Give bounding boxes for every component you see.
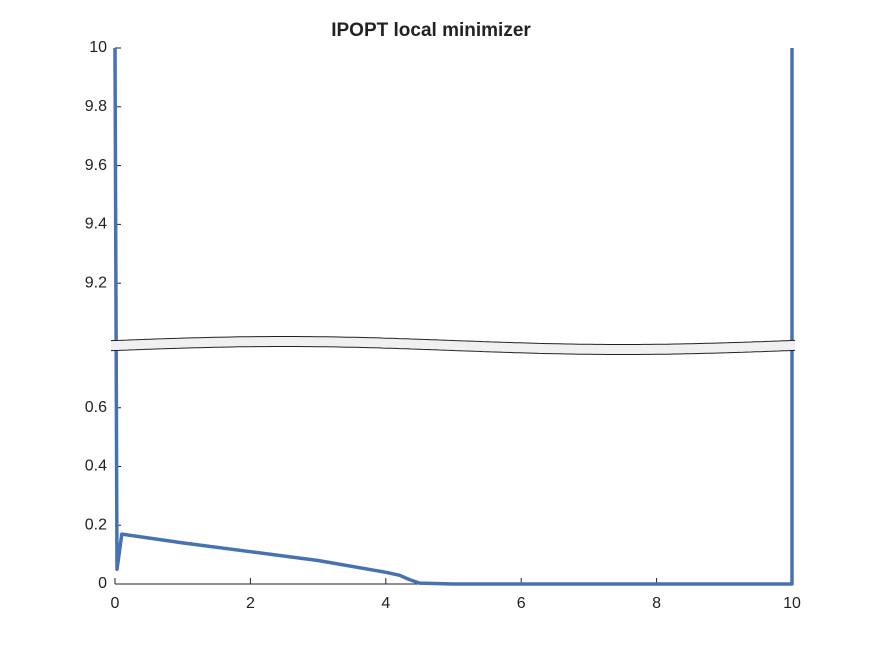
x-tick-label: 4 xyxy=(381,595,390,612)
y-tick-label: 9.8 xyxy=(85,98,107,115)
x-tick-label: 6 xyxy=(517,595,526,612)
y-tick-label: 0.6 xyxy=(85,399,107,416)
y-tick-label: 9.6 xyxy=(85,157,107,174)
axis-break xyxy=(111,336,795,355)
x-tick-label: 0 xyxy=(111,595,120,612)
x-tick-label: 10 xyxy=(783,595,801,612)
y-tick-label: 0.4 xyxy=(85,458,107,475)
x-tick-label: 8 xyxy=(652,595,661,612)
x-tick-label: 2 xyxy=(246,595,255,612)
axis-break-edge xyxy=(110,336,796,345)
y-tick-label: 0.2 xyxy=(85,516,107,533)
y-tick-label: 9.2 xyxy=(85,274,107,291)
chart-title: IPOPT local minimizer xyxy=(331,20,531,41)
axis-break-edge xyxy=(110,346,796,355)
data-line xyxy=(113,47,794,586)
y-tick-label: 9.4 xyxy=(85,216,107,233)
y-tick-label: 10 xyxy=(89,39,107,56)
y-tick-label: 0 xyxy=(98,575,107,592)
